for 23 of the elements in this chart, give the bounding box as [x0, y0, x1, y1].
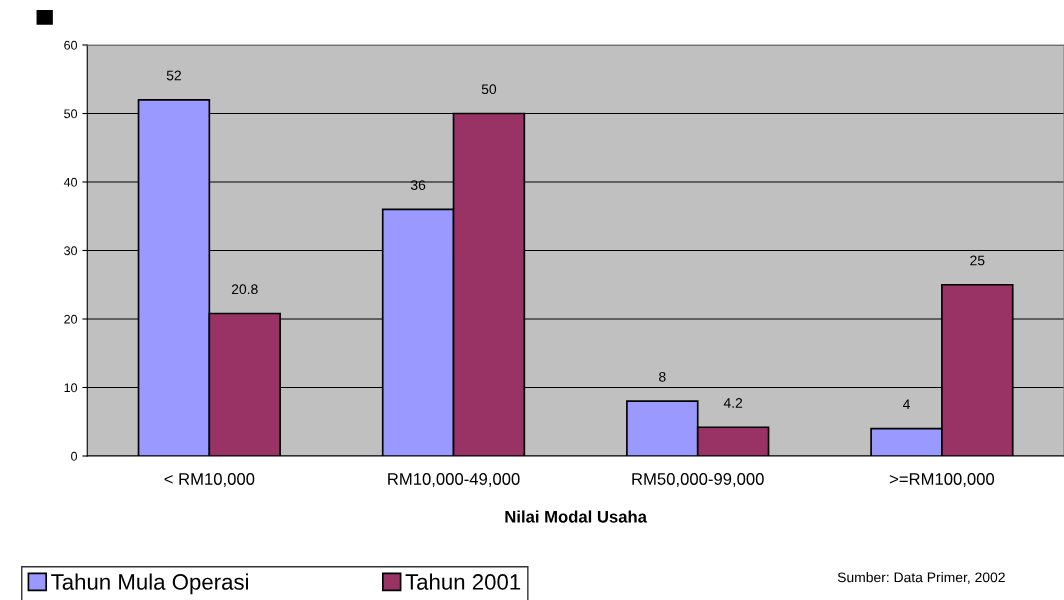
data-label: 50	[481, 84, 497, 95]
data-label: 20.8	[231, 284, 258, 295]
x-tick-label: >=RM100,000	[889, 473, 995, 487]
y-tick-label: 40	[63, 177, 78, 187]
data-label: 25	[970, 255, 985, 266]
legend-label: Tahun 2001	[405, 573, 521, 590]
y-tick-label: 0	[71, 451, 78, 461]
legend-label: Tahun Mula Operasi	[51, 573, 249, 595]
y-tick-label: 50	[64, 109, 78, 119]
data-label: 4	[902, 399, 910, 410]
y-tick-label: 60	[64, 40, 78, 50]
y-tick-label: 30	[64, 246, 78, 256]
x-tick-label: RM50,000-99,000	[632, 473, 764, 487]
y-tick-label: 20	[64, 314, 78, 324]
data-label: 4.2	[723, 397, 743, 408]
data-label: 8	[659, 371, 666, 382]
x-tick-label: < RM10,000	[164, 473, 255, 487]
data-label: 36	[410, 180, 426, 190]
x-axis-title: Nilai Modal Usaha	[505, 510, 648, 523]
y-tick-label: 10	[64, 383, 78, 393]
x-tick-label: RM10,000-49,000	[388, 473, 520, 487]
data-label: 52	[166, 70, 181, 81]
text: Sumber: Data Primer, 2002	[837, 572, 1005, 584]
